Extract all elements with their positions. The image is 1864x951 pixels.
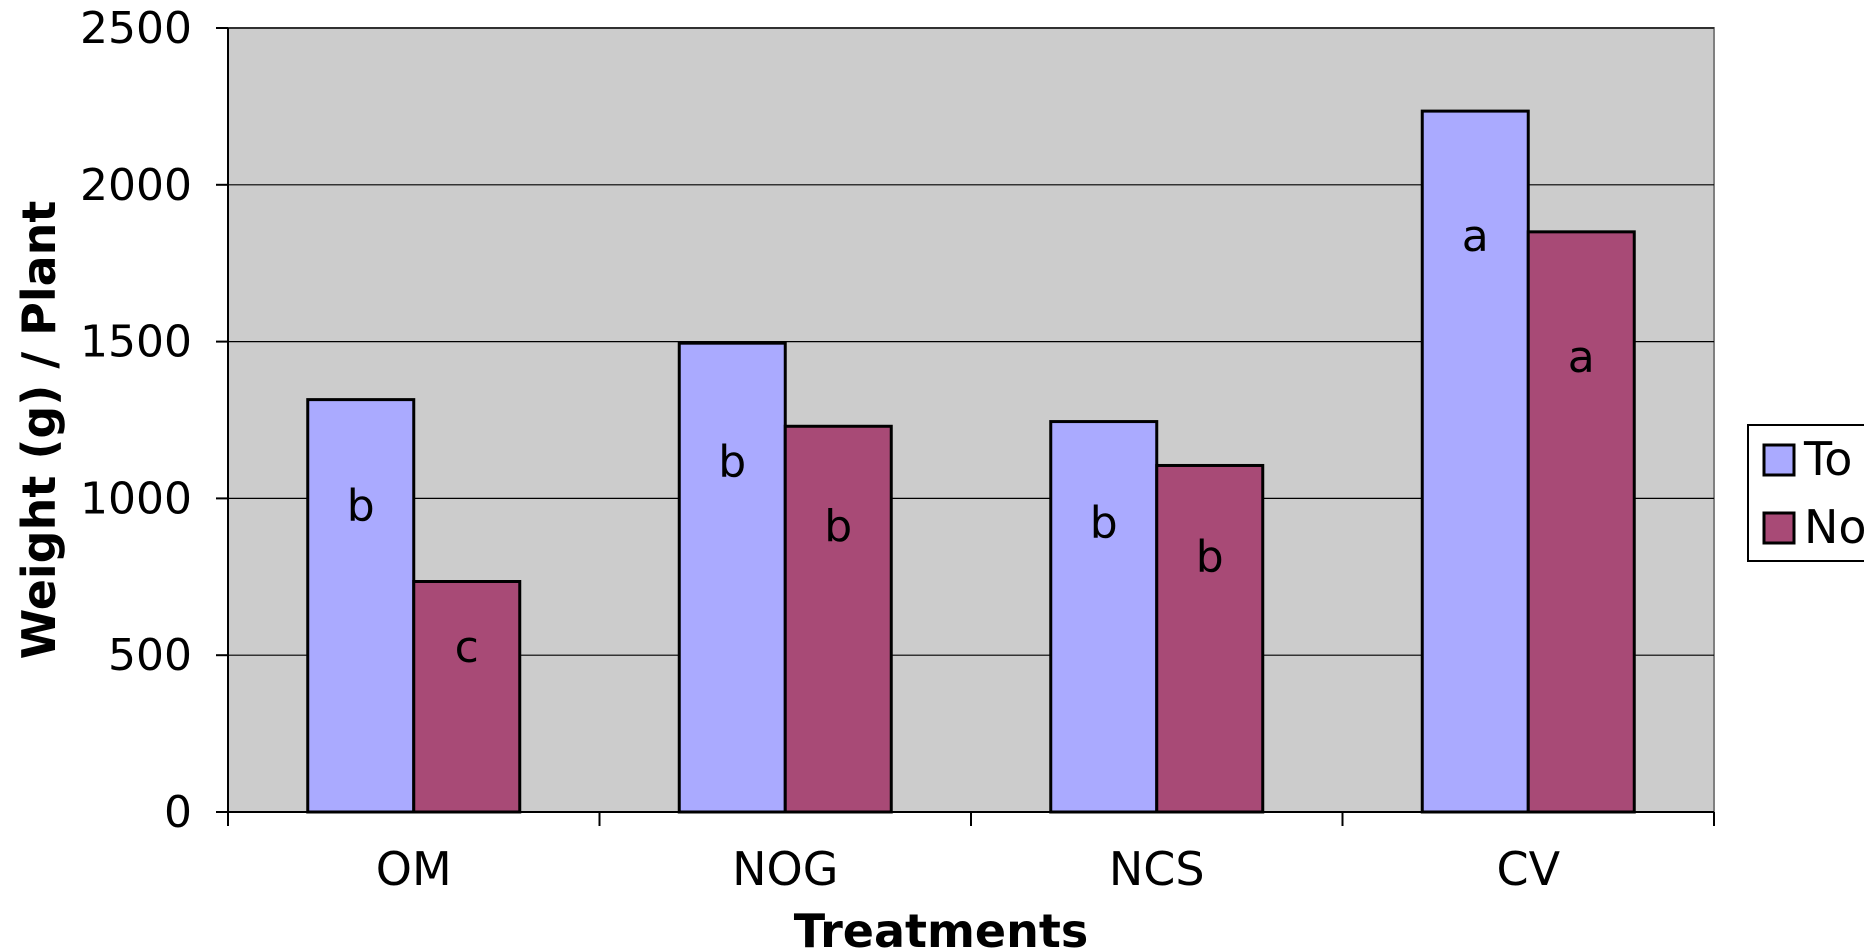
y-tick-label: 0 [164,787,192,838]
legend-swatch [1762,511,1796,545]
bar-significance-letter: a [1462,211,1489,262]
bar-significance-letter: b [1090,497,1118,548]
bar-significance-letter: b [347,480,375,531]
x-tick-label: NOG [732,842,838,896]
bar [306,398,416,814]
x-axis-title: Treatments [794,904,1089,951]
bar-significance-letter: b [718,436,746,487]
bar [783,424,893,814]
y-tick-label: 2500 [80,3,192,54]
x-tick-label: NCS [1109,842,1205,896]
x-tick-label: CV [1496,842,1560,896]
bar [412,580,522,814]
legend-label: No [1804,500,1864,554]
x-tick-label: OM [376,842,452,896]
bars: b c b b b b a a [306,109,1636,814]
bar-significance-letter: c [455,622,479,673]
bar [1155,463,1265,814]
legend-swatch [1762,443,1796,477]
y-tick-label: 1000 [80,473,192,524]
y-axis-title: Weight (g) / Plant [12,201,66,660]
bar [1049,420,1159,814]
bar [1420,109,1530,814]
legend: To No [1747,424,1864,562]
bar-significance-letter: b [1196,532,1224,583]
axes: 0 500 1000 1500 2000 2500 OM NOG NCS CV [80,3,1715,896]
bar-significance-letter: a [1568,332,1595,383]
bar [1526,230,1636,814]
bar [677,341,787,814]
y-tick-label: 2000 [80,160,192,211]
legend-label: To [1803,432,1852,486]
bar-significance-letter: b [824,501,852,552]
y-tick-label: 1500 [80,317,192,368]
y-tick-label: 500 [108,630,192,681]
